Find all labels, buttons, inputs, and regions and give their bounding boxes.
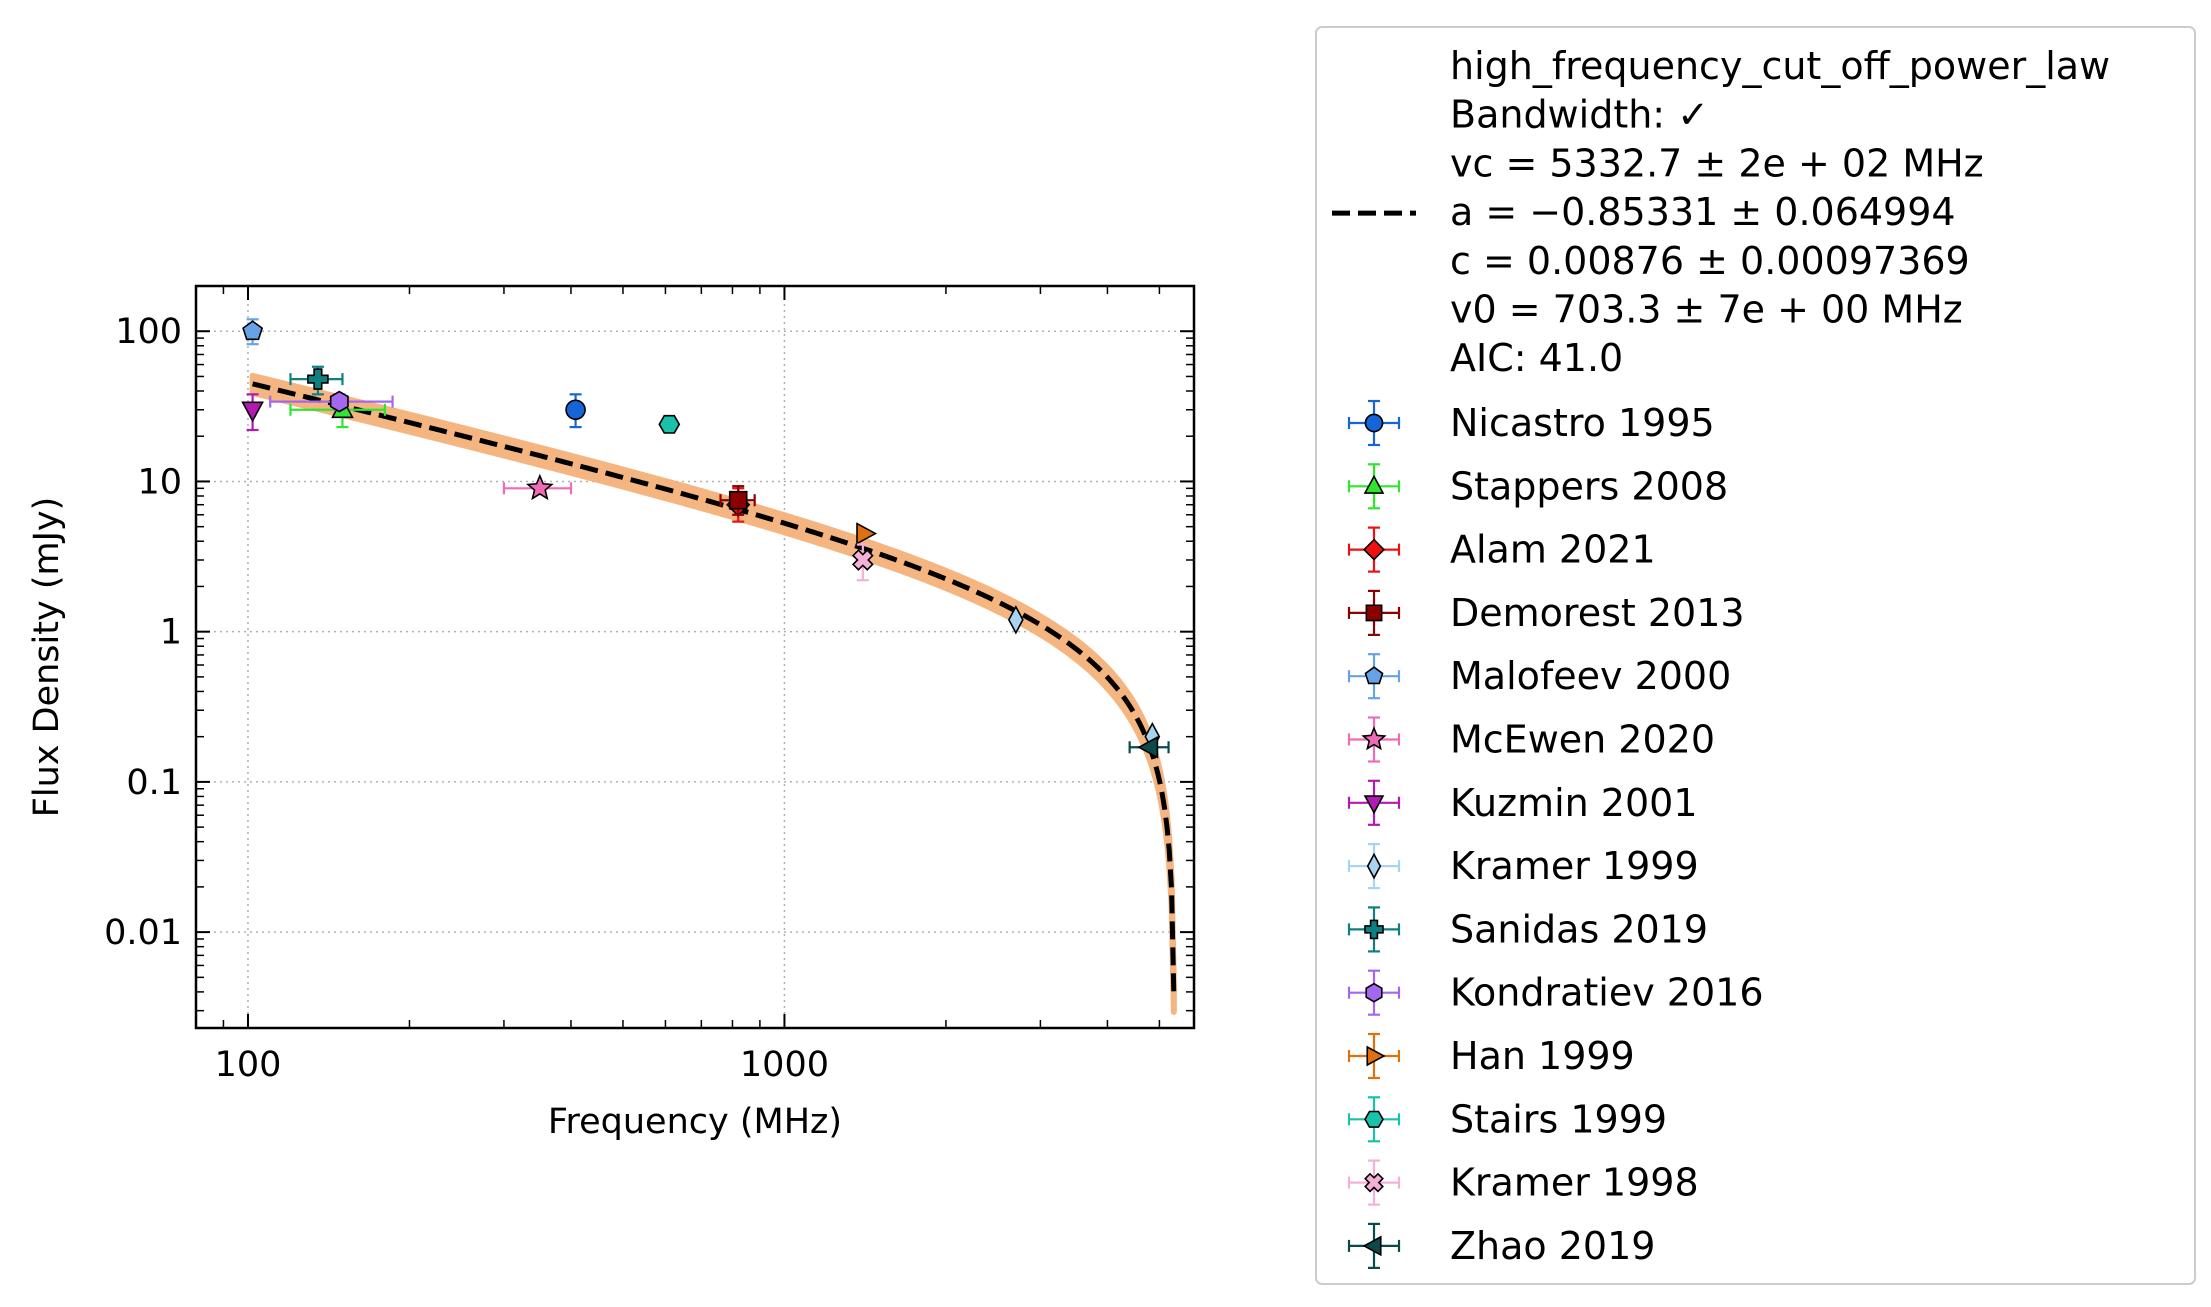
legend-item: Zhao 2019	[1347, 1222, 1655, 1270]
legend-label: Zhao 2019	[1450, 1224, 1655, 1268]
legend-item: Demorest 2013	[1347, 589, 1745, 637]
legend-fit-line: a = −0.85331 ± 0.064994	[1450, 190, 1956, 234]
data-point	[1137, 735, 1159, 759]
legend-item: Stairs 1999	[1347, 1096, 1667, 1143]
series-nicastro-1995	[565, 393, 586, 429]
data-point	[856, 522, 878, 545]
legend-fit-line: high_frequency_cut_off_power_law	[1450, 44, 2110, 88]
legend-label: Kondratiev 2016	[1450, 971, 1764, 1015]
legend-marker	[1364, 1172, 1384, 1193]
data-point	[242, 320, 264, 341]
series-stairs-1999	[658, 414, 681, 434]
y-tick-label: 1	[160, 613, 182, 653]
legend-label: Kramer 1999	[1450, 844, 1699, 888]
legend-item: Nicastro 1995	[1347, 399, 1715, 447]
legend-label: Sanidas 2019	[1450, 907, 1708, 951]
legend-marker	[1366, 852, 1382, 880]
legend-fit-line: Bandwidth: ✓	[1450, 93, 1709, 137]
legend-series-entries: Nicastro 1995 Stappers 2008 Alam 2021 Demor…	[1347, 399, 1764, 1270]
legend-marker	[1364, 1110, 1384, 1128]
legend-label: Alam 2021	[1450, 528, 1656, 572]
legend-marker	[1363, 474, 1385, 494]
series-malofeev-2000	[242, 318, 264, 346]
fit-curve-line	[252, 381, 1177, 997]
legend-item: Alam 2021	[1347, 526, 1656, 573]
legend-label: McEwen 2020	[1450, 718, 1715, 762]
legend-marker	[1365, 604, 1383, 622]
legend: high_frequency_cut_off_power_law Bandwidt…	[1315, 26, 2196, 1285]
legend-marker	[1364, 919, 1384, 940]
x-tick-label: 1000	[740, 1045, 829, 1085]
data-point	[329, 390, 349, 413]
grid	[196, 286, 1194, 1028]
legend-marker	[1364, 666, 1384, 685]
legend-label: Han 1999	[1450, 1034, 1635, 1078]
y-tick-label: 0.1	[126, 763, 182, 803]
data-point	[307, 368, 329, 390]
series-mcewen-2020	[502, 473, 573, 501]
legend-label: Kramer 1998	[1450, 1161, 1699, 1205]
x-tick-label: 100	[215, 1045, 282, 1085]
data-point	[525, 473, 554, 501]
legend-marker	[1363, 795, 1385, 815]
legend-item: Malofeev 2000	[1347, 653, 1731, 700]
data-point	[728, 490, 748, 510]
y-tick-label: 10	[137, 462, 182, 502]
y-axis-label: Flux Density (mJy)	[27, 497, 67, 818]
series-demorest-2013	[719, 485, 756, 516]
legend-item: Stappers 2008	[1347, 463, 1728, 510]
legend-label: Malofeev 2000	[1450, 654, 1731, 698]
legend-item: Kramer 1998	[1347, 1159, 1699, 1206]
fit-curve-group	[249, 372, 1177, 1015]
legend-item: Kuzmin 2001	[1347, 779, 1698, 826]
legend-fit-line: v0 = 703.3 ± 7e + 00 MHz	[1450, 288, 1963, 332]
fit-uncertainty-band	[249, 372, 1177, 1015]
series-han-1999	[856, 522, 878, 545]
legend-item: Han 1999	[1347, 1032, 1635, 1080]
series-kondratiev-2016	[269, 390, 394, 413]
legend-label: Stairs 1999	[1450, 1097, 1667, 1141]
series-kuzmin-2001	[241, 393, 264, 432]
plot-area-frame	[194, 284, 1196, 1030]
axis-ticks: 100 1000 100 10 1 0.1 0.01	[104, 285, 1194, 1085]
data-point	[1007, 605, 1024, 635]
legend-marker	[1361, 726, 1387, 751]
legend-label: Kuzmin 2001	[1450, 781, 1698, 825]
legend-item: McEwen 2020	[1347, 716, 1715, 763]
x-axis-label: Frequency (MHz)	[548, 1102, 842, 1142]
legend-fit-line: vc = 5332.7 ± 2e + 02 MHz	[1450, 141, 1984, 185]
legend-marker	[1362, 1235, 1382, 1257]
legend-marker	[1366, 1045, 1386, 1067]
legend-item: Kramer 1999	[1347, 842, 1699, 890]
legend-fit-entry: high_frequency_cut_off_power_law Bandwidt…	[1332, 44, 2110, 380]
legend-fit-line: c = 0.00876 ± 0.00097369	[1450, 239, 1970, 283]
legend-label: Nicastro 1995	[1450, 401, 1715, 445]
legend-box	[1315, 26, 2196, 1285]
legend-fit-line: AIC: 41.0	[1450, 336, 1623, 380]
legend-marker	[1364, 413, 1384, 433]
legend-item: Sanidas 2019	[1347, 906, 1708, 953]
legend-marker	[1362, 538, 1386, 561]
data-points	[241, 318, 1170, 759]
data-point	[851, 549, 874, 571]
legend-label: Stappers 2008	[1450, 464, 1728, 508]
y-tick-label: 100	[115, 312, 182, 352]
legend-label: Demorest 2013	[1450, 591, 1745, 635]
series-kramer-1998	[851, 543, 874, 582]
series-zhao-2019	[1128, 735, 1170, 759]
data-point	[241, 401, 264, 423]
y-tick-label: 0.01	[104, 913, 182, 953]
data-point	[565, 399, 586, 421]
legend-marker	[1365, 982, 1383, 1003]
legend-item: Kondratiev 2016	[1347, 969, 1764, 1016]
series-sanidas-2019	[289, 365, 344, 396]
data-point	[658, 414, 681, 434]
